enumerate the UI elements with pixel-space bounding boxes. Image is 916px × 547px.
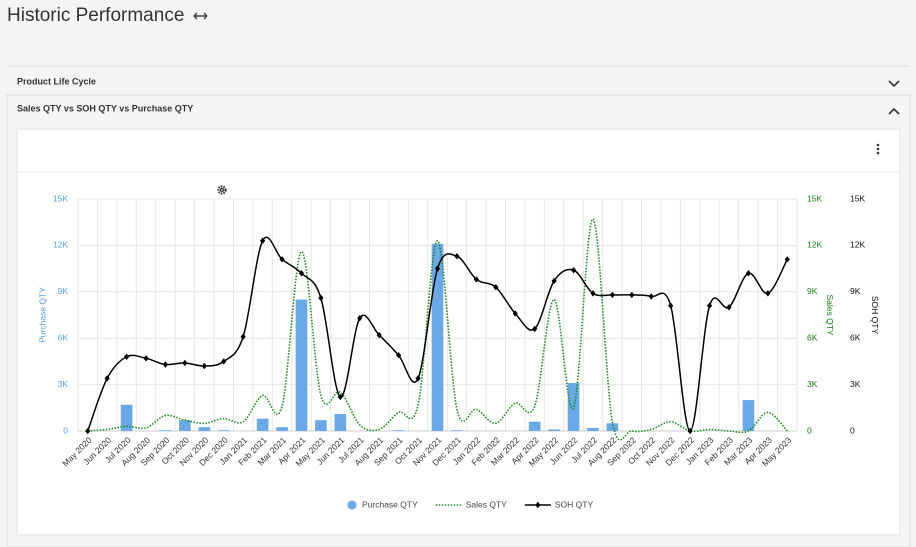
legend-label: Purchase QTY	[362, 499, 418, 509]
marker	[706, 302, 713, 309]
y3-tick-label: 15K	[850, 193, 865, 203]
marker	[551, 277, 557, 285]
y2-tick-label: 12K	[807, 240, 822, 250]
y3-tick-label: 0	[850, 425, 855, 435]
y3-tick-label: 12K	[850, 240, 865, 250]
chart-card	[16, 128, 901, 536]
line	[87, 218, 788, 441]
y2-tick-label: 6K	[807, 332, 818, 342]
legend-swatch	[347, 500, 357, 510]
y-tick-label: 12K	[53, 240, 68, 250]
y3-axis-title: SOH QTY	[870, 296, 880, 335]
bar	[431, 243, 444, 431]
marker	[318, 294, 324, 302]
marker	[182, 359, 188, 367]
bar	[159, 430, 172, 431]
marker	[279, 256, 285, 263]
swap-icon[interactable]	[193, 12, 208, 20]
y2-tick-label: 0	[807, 425, 812, 435]
marker	[260, 237, 266, 244]
marker	[745, 270, 752, 277]
bar	[179, 420, 191, 431]
bar	[742, 400, 755, 431]
marker	[609, 291, 615, 299]
y3-tick-label: 3K	[850, 379, 861, 389]
marker	[337, 393, 343, 401]
bar	[198, 427, 211, 431]
marker	[415, 375, 421, 382]
bar	[276, 427, 288, 431]
marker	[512, 310, 518, 317]
marker	[396, 352, 402, 359]
y-tick-label: 0	[63, 425, 68, 435]
bar	[217, 430, 230, 431]
marker	[590, 290, 596, 297]
marker	[298, 270, 305, 277]
marker	[201, 362, 207, 370]
marker	[570, 266, 577, 274]
settings-icon[interactable]	[217, 185, 227, 195]
marker	[493, 283, 499, 291]
marker	[434, 265, 441, 272]
marker	[648, 293, 654, 300]
y-tick-label: 15K	[53, 193, 68, 203]
bar	[392, 430, 405, 431]
marker	[221, 358, 227, 365]
marker	[473, 276, 479, 283]
bar	[606, 423, 619, 431]
marker	[104, 375, 110, 382]
bar	[295, 299, 308, 431]
y3-tick-label: 9K	[850, 286, 861, 296]
marker	[357, 314, 363, 322]
marker	[765, 290, 771, 297]
legend-label: Sales QTY	[466, 499, 507, 509]
y-tick-label: 6K	[58, 332, 69, 342]
marker	[668, 302, 674, 309]
bar	[334, 413, 347, 431]
y3-tick-label: 6K	[850, 332, 861, 342]
y2-axis-title: Sales QTY	[825, 294, 835, 335]
menu-icon[interactable]	[876, 143, 880, 155]
y2-tick-label: 9K	[807, 286, 818, 296]
marker	[629, 291, 635, 299]
marker	[143, 355, 149, 362]
marker	[726, 304, 732, 311]
y2-tick-label: 3K	[807, 379, 818, 389]
page-title: Historic Performance	[7, 5, 184, 26]
marker	[85, 427, 91, 435]
marker	[784, 256, 790, 263]
marker	[532, 325, 538, 333]
bar	[548, 429, 560, 431]
marker	[454, 253, 460, 260]
bar	[120, 404, 133, 431]
bar	[451, 430, 463, 431]
marker	[162, 361, 169, 368]
chevron-down[interactable]	[888, 80, 900, 88]
y-axis-title: Purchase QTY	[37, 287, 47, 343]
marker	[687, 427, 693, 435]
legend-label: SOH QTY	[555, 499, 594, 509]
section-title[interactable]: Sales QTY vs SOH QTY vs Purchase QTY	[17, 103, 193, 113]
bar	[315, 420, 327, 431]
y-tick-label: 3K	[58, 379, 69, 389]
chevron-up[interactable]	[888, 107, 900, 115]
marker	[376, 331, 382, 339]
bar	[587, 427, 599, 431]
y-tick-label: 9K	[58, 286, 69, 296]
bar	[256, 418, 269, 431]
marker	[240, 333, 246, 340]
section-title[interactable]: Product Life Cycle	[17, 76, 96, 86]
marker	[123, 353, 130, 360]
y2-tick-label: 15K	[807, 193, 822, 203]
bar	[528, 421, 541, 431]
legend-swatch	[535, 501, 541, 509]
